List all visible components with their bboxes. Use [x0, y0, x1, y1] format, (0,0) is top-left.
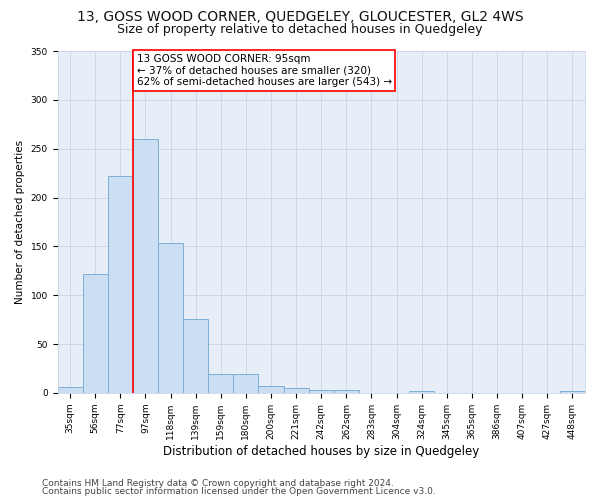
Bar	[58, 387, 83, 393]
Text: Size of property relative to detached houses in Quedgeley: Size of property relative to detached ho…	[117, 22, 483, 36]
Text: Contains HM Land Registry data © Crown copyright and database right 2024.: Contains HM Land Registry data © Crown c…	[42, 478, 394, 488]
Bar	[208, 374, 233, 393]
Y-axis label: Number of detached properties: Number of detached properties	[15, 140, 25, 304]
Bar	[560, 391, 585, 393]
Bar	[259, 386, 284, 393]
Bar	[233, 374, 259, 393]
Bar	[133, 139, 158, 393]
Bar	[284, 388, 309, 393]
Bar	[409, 391, 434, 393]
Bar	[83, 274, 108, 393]
Bar	[108, 176, 133, 393]
Text: Contains public sector information licensed under the Open Government Licence v3: Contains public sector information licen…	[42, 487, 436, 496]
Text: 13, GOSS WOOD CORNER, QUEDGELEY, GLOUCESTER, GL2 4WS: 13, GOSS WOOD CORNER, QUEDGELEY, GLOUCES…	[77, 10, 523, 24]
Bar	[334, 390, 359, 393]
Bar	[309, 390, 334, 393]
Bar	[158, 244, 183, 393]
Text: 13 GOSS WOOD CORNER: 95sqm
← 37% of detached houses are smaller (320)
62% of sem: 13 GOSS WOOD CORNER: 95sqm ← 37% of deta…	[137, 54, 392, 87]
X-axis label: Distribution of detached houses by size in Quedgeley: Distribution of detached houses by size …	[163, 444, 479, 458]
Bar	[183, 318, 208, 393]
